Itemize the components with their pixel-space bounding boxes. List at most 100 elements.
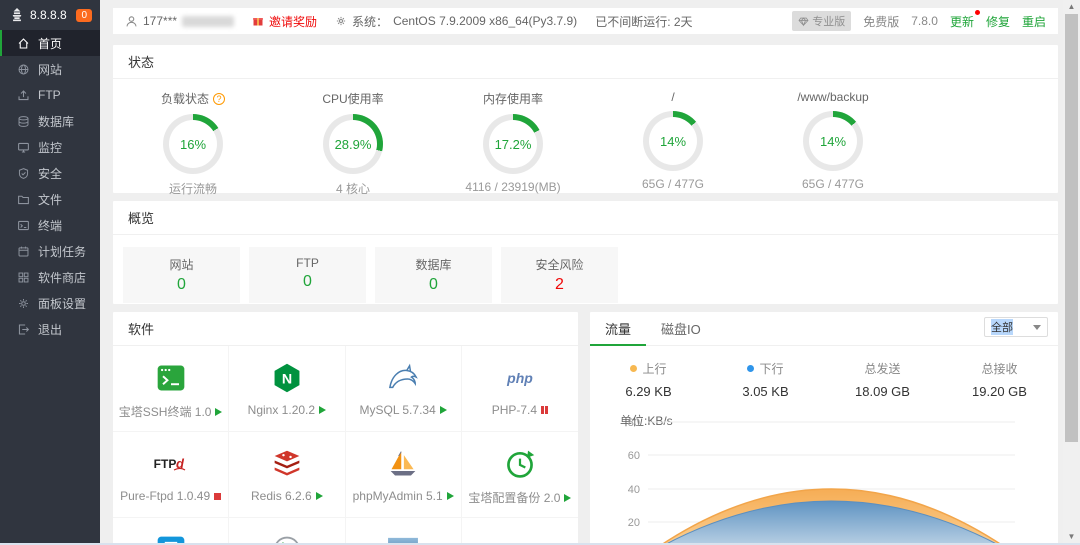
app-php74[interactable]: php PHP-7.4 [461,346,578,432]
app-pure-ftpd[interactable]: FTP d Pure-Ftpd 1.0.49 [113,432,230,518]
app-row3-4[interactable]: php [462,518,578,545]
app-phpmyadmin[interactable]: phpMyAdmin 5.1 [345,432,462,518]
scroll-down-arrow[interactable]: ▼ [1067,532,1076,541]
software-panel: 软件 宝塔SSH终端 1.0 N Nginx 1.20.2 MySQL 5.7.… [113,312,578,545]
backup-clock-icon [504,447,536,481]
logout-icon [17,323,30,336]
redis-icon [271,447,303,481]
sidebar-item-settings[interactable]: 面板设置 [0,290,100,316]
sidebar-item-database[interactable]: 数据库 [0,108,100,134]
gauges-row: 负载状态? 16% 运行流畅 CPU使用率 28.9% 4 核心 内存使用率 1… [113,79,1058,197]
sidebar-item-cron[interactable]: 计划任务 [0,238,100,264]
sidebar-item-security[interactable]: 安全 [0,160,100,186]
sidebar-item-files[interactable]: 文件 [0,186,100,212]
downstream-dot [747,365,755,372]
update-notification-dot [974,9,980,15]
app-mysql[interactable]: MySQL 5.7.34 [345,346,462,432]
gear-small-icon [335,15,347,27]
monitor-icon [17,141,30,154]
tab-traffic[interactable]: 流量 [590,312,647,346]
sidebar-item-monitor[interactable]: 监控 [0,134,100,160]
card-security-risk[interactable]: 安全风险 2 [501,247,618,303]
masked-username [182,15,235,27]
user-segment[interactable]: 177*** [125,14,235,28]
message-count-badge[interactable]: 0 [76,8,92,22]
svg-text:60: 60 [628,450,640,462]
status-running-icon[interactable] [315,492,323,500]
mysql-dolphin-icon [386,361,420,395]
software-title: 软件 [113,312,578,346]
username: 177*** [143,14,178,28]
card-database[interactable]: 数据库 0 [375,247,492,303]
terminal-icon [17,219,30,232]
scroll-up-arrow[interactable]: ▲ [1067,2,1076,11]
sidebar-item-sites[interactable]: 网站 [0,56,100,82]
status-running-icon[interactable] [446,492,454,500]
ftpd-icon: FTP d [149,447,193,481]
status-title: 状态 [113,45,1058,79]
home-icon [17,37,30,50]
circle-play-icon [271,533,303,545]
calendar-icon [17,245,30,258]
traffic-filter-dropdown[interactable]: 全部 [984,317,1048,337]
card-ftp[interactable]: FTP 0 [249,247,366,303]
sidebar-item-ftp[interactable]: FTP [0,82,100,108]
tab-disk-io[interactable]: 磁盘IO [661,322,701,337]
app-row3-2[interactable] [229,518,346,545]
app-bt-ssh-terminal[interactable]: 宝塔SSH终端 1.0 [113,346,230,432]
sidebar-item-terminal[interactable]: 终端 [0,212,100,238]
status-panel: 状态 负载状态? 16% 运行流畅 CPU使用率 28.9% 4 核心 内存使用… [113,45,1058,196]
window-bottom-edge [0,543,1080,545]
status-stopped-icon[interactable] [541,406,549,414]
overview-panel: 概览 网站 0 FTP 0 数据库 0 安全风险 2 [113,201,1058,304]
scrollbar-thumb[interactable] [1065,14,1078,442]
blue-app-icon [155,533,187,545]
folder-icon [17,193,30,206]
invite-reward-link: 邀请奖励 [269,14,318,29]
sidebar-item-logout[interactable]: 退出 [0,316,100,342]
vertical-scrollbar[interactable]: ▲ ▼ [1063,0,1080,545]
database-icon [17,115,30,128]
gauge-disk-backup: /www/backup 14% 65G / 477G [797,90,869,191]
pro-badge[interactable]: 专业版 [792,11,852,31]
shield-icon [17,167,30,180]
grid-icon [17,271,30,284]
chevron-down-icon [1033,324,1041,330]
gauge-cpu: CPU使用率 28.9% 4 核心 [322,92,384,196]
repair-link[interactable]: 修复 [985,14,1010,29]
svg-text:40: 40 [628,484,640,496]
sidebar-item-home[interactable]: 首页 [0,30,100,56]
downstream-area [663,500,1000,545]
invite-segment[interactable]: 邀请奖励 [252,13,317,30]
sidebar-item-appstore[interactable]: 软件商店 [0,264,100,290]
cpu-gauge-ring: 28.9% [323,114,383,174]
top-info-bar: 177*** 邀请奖励 系统： CentOS 7.9.2009 x86_64(P… [113,8,1058,34]
globe-icon [17,63,30,76]
traffic-tabs: 流量 磁盘IO 全部 [590,312,1058,346]
card-sites[interactable]: 网站 0 [123,247,240,303]
app-bt-config-backup[interactable]: 宝塔配置备份 2.0 [461,432,578,518]
gauge-memory: 内存使用率 17.2% 4116 / 23919(MB) [465,92,561,194]
status-running-icon[interactable] [215,407,223,416]
app-row3-1[interactable] [113,518,230,545]
status-stopped-icon[interactable] [214,492,222,500]
stat-total-received: 总接收 19.20 GB [972,362,1027,399]
gauge-disk-root: / 14% 65G / 477G [641,90,705,191]
app-redis[interactable]: Redis 6.2.6 [229,432,346,518]
restart-link[interactable]: 重启 [1021,14,1046,29]
app-row3-3[interactable] [346,518,462,545]
edition-label: 免费版 [863,14,900,29]
overview-cards: 网站 0 FTP 0 数据库 0 安全风险 2 [113,235,1058,315]
status-running-icon[interactable] [564,493,572,502]
status-running-icon[interactable] [319,406,327,414]
status-running-icon[interactable] [439,406,447,414]
user-icon [125,15,138,28]
svg-text:20: 20 [628,517,640,529]
stat-downstream: 下行 3.05 KB [742,362,789,399]
overview-title: 概览 [113,201,1058,235]
help-icon[interactable]: ? [213,92,225,105]
upload-icon [17,89,30,102]
app-nginx[interactable]: N Nginx 1.20.2 [229,346,346,432]
update-link[interactable]: 更新 [950,9,980,30]
svg-text:php: php [506,370,533,386]
